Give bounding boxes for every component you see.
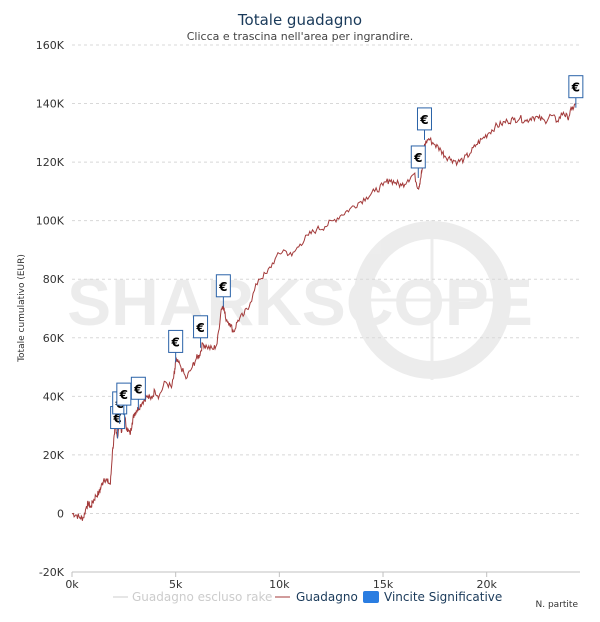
- legend-label: Guadagno: [296, 590, 358, 604]
- legend-item-guadagno[interactable]: Guadagno: [275, 590, 358, 604]
- flag-box: [193, 315, 209, 339]
- flag-box: [410, 145, 426, 169]
- watermark-text: SHARKSCOPE: [67, 265, 533, 339]
- flag-box: [130, 376, 146, 400]
- y-axis: -20K 0 20K 40K 60K 80K 100K 120K 140K 160K: [36, 39, 65, 579]
- flags-group: €€€€€€€€€€: [110, 75, 584, 439]
- flag-marker[interactable]: €: [193, 315, 209, 348]
- flag-marker[interactable]: €: [568, 75, 584, 108]
- y-tick-label: 0: [57, 507, 64, 520]
- legend-label: Guadagno escluso rake: [132, 590, 272, 604]
- flag-label: €: [112, 412, 121, 426]
- y-axis-label: Totale cumulativo (EUR): [17, 254, 27, 363]
- flag-marker[interactable]: €: [130, 376, 146, 410]
- legend[interactable]: Guadagno escluso rake Guadagno Vincite S…: [113, 590, 502, 604]
- flag-marker[interactable]: €: [168, 329, 184, 363]
- flag-label: €: [419, 113, 428, 127]
- legend-item-guadagno-escluso-rake[interactable]: Guadagno escluso rake: [113, 590, 272, 604]
- chart-title: Totale guadagno: [237, 11, 362, 29]
- flag-label: €: [218, 280, 227, 294]
- legend-label: Vincite Significative: [384, 590, 502, 604]
- y-tick-label: 40K: [43, 390, 65, 403]
- y-tick-label: 140K: [36, 98, 65, 111]
- flag-label: €: [170, 335, 179, 349]
- flag-label: €: [133, 382, 142, 396]
- x-tick-label: 5k: [169, 578, 183, 591]
- flag-box: [416, 107, 432, 131]
- x-axis-label: N. partite: [536, 600, 579, 610]
- flag-marker[interactable]: €: [410, 145, 426, 178]
- y-tick-label: 160K: [36, 39, 65, 52]
- watermark-crosshair-icon: [352, 220, 512, 380]
- y-tick-label: 80K: [43, 273, 65, 286]
- y-tick-label: 60K: [43, 332, 65, 345]
- flag-box: [168, 329, 184, 353]
- flag-label: €: [571, 81, 580, 95]
- flag-box: [568, 75, 584, 99]
- y-tick-label: 120K: [36, 156, 65, 169]
- flag-box: [215, 274, 231, 298]
- y-tick-label: 20K: [43, 449, 65, 462]
- y-tick-label: 100K: [36, 215, 65, 228]
- chart-subtitle: Clicca e trascina nell'area per ingrandi…: [187, 30, 414, 43]
- legend-swatch: [363, 591, 379, 603]
- flag-marker[interactable]: €: [116, 382, 132, 416]
- flag-label: €: [195, 321, 204, 335]
- legend-item-vincite-significative[interactable]: Vincite Significative: [363, 590, 502, 604]
- x-axis: 0k 5k 10k 15k 20k: [65, 571, 580, 591]
- x-tick-label: 20k: [477, 578, 498, 591]
- flag-box: [116, 382, 132, 406]
- x-tick-label: 15k: [373, 578, 394, 591]
- flag-label: €: [413, 151, 422, 165]
- x-tick-label: 10k: [269, 578, 290, 591]
- flag-label: €: [119, 388, 128, 402]
- x-tick-label: 0k: [65, 578, 79, 591]
- flag-marker[interactable]: €: [215, 274, 231, 307]
- flag-marker[interactable]: €: [416, 107, 432, 140]
- watermark: SHARKSCOPE: [67, 220, 533, 380]
- y-tick-label: -20K: [39, 566, 65, 579]
